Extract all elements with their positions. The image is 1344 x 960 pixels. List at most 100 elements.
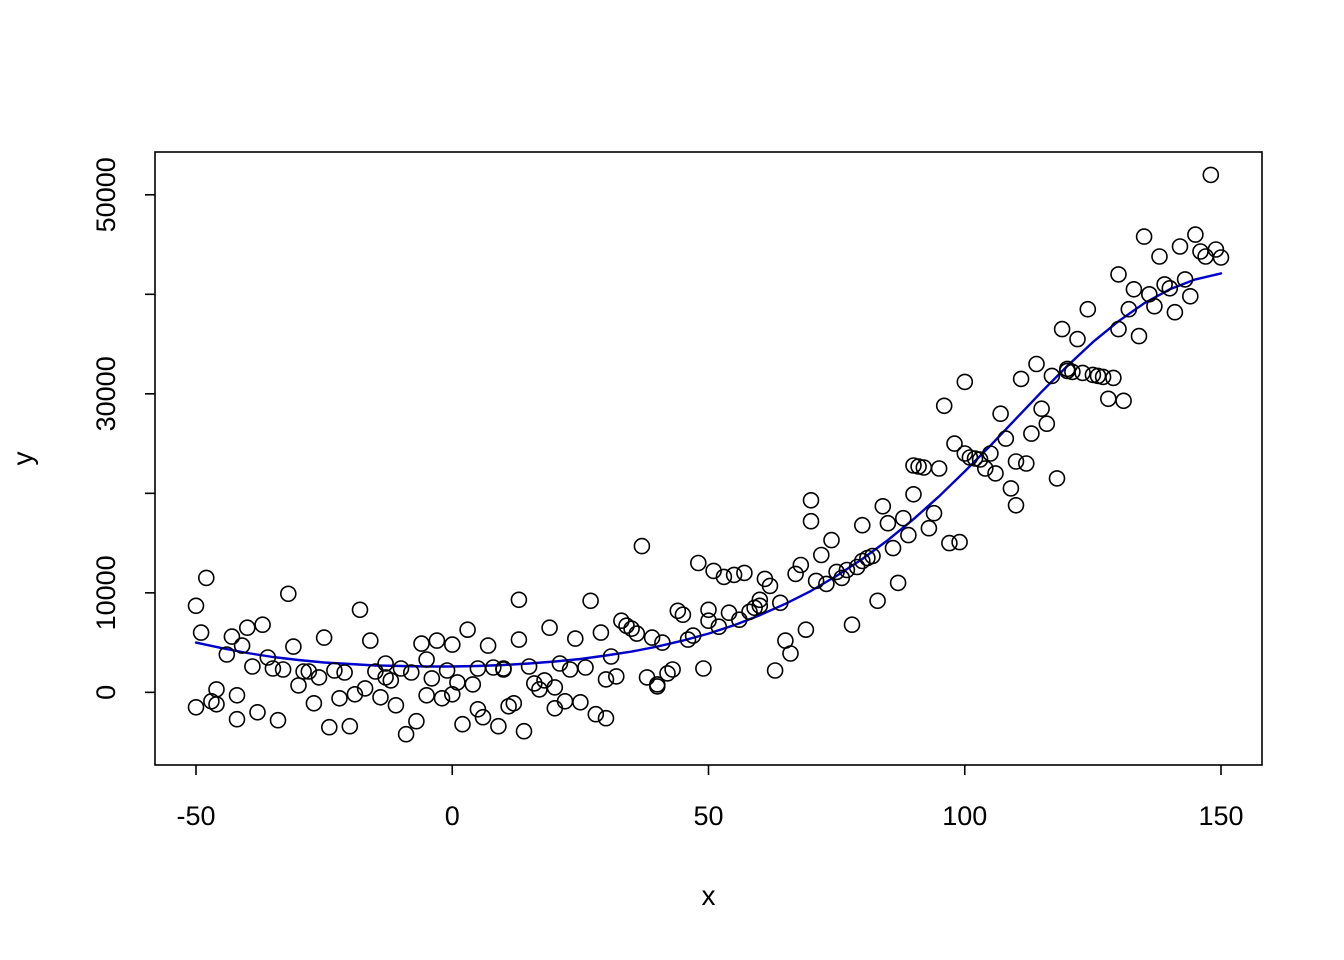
data-point: [341, 717, 359, 735]
data-point: [361, 632, 379, 649]
data-point: [587, 705, 605, 723]
y-axis-tick-label: 10000: [91, 555, 121, 630]
data-point: [720, 604, 738, 622]
data-point: [413, 635, 430, 652]
data-point: [935, 397, 953, 415]
data-point: [418, 686, 435, 704]
data-point: [1125, 280, 1143, 298]
data-point: [812, 546, 830, 564]
data-point: [874, 497, 892, 515]
data-point: [331, 689, 348, 707]
data-point: [807, 572, 825, 590]
data-point: [1110, 320, 1127, 338]
data-point: [930, 460, 948, 477]
data-point: [1120, 300, 1138, 318]
data-point: [1018, 455, 1035, 472]
data-point: [459, 621, 476, 639]
data-point: [582, 592, 599, 610]
data-point: [992, 405, 1009, 423]
data-point: [198, 569, 215, 587]
data-point: [320, 718, 338, 736]
data-point: [792, 556, 810, 574]
data-point: [643, 629, 661, 646]
data-point: [715, 568, 733, 586]
data-point: [1028, 355, 1045, 373]
data-point: [946, 435, 963, 452]
data-point: [346, 685, 364, 703]
data-point: [187, 698, 205, 716]
data-point: [1146, 297, 1163, 315]
data-point: [402, 664, 420, 681]
data-point: [577, 659, 594, 676]
data-point: [1007, 453, 1025, 470]
data-point: [326, 662, 343, 679]
y-axis-title: y: [7, 452, 38, 466]
data-point: [725, 566, 743, 584]
data-point: [623, 620, 640, 638]
data-point: [797, 621, 815, 639]
data-point: [525, 675, 543, 692]
data-point: [408, 712, 425, 730]
data-point: [884, 539, 902, 557]
data-point: [633, 537, 651, 555]
data-point: [976, 460, 994, 477]
data-point: [239, 619, 256, 637]
y-axis-tick-label: 50000: [91, 157, 121, 232]
data-point: [438, 662, 456, 679]
data-point: [572, 693, 589, 711]
data-point: [736, 564, 753, 582]
data-point: [443, 685, 461, 703]
data-point: [418, 651, 435, 668]
data-point: [474, 708, 492, 726]
data-point: [1105, 369, 1122, 387]
data-point: [889, 574, 907, 592]
data-point: [1012, 370, 1030, 388]
data-point: [853, 516, 871, 534]
data-point: [761, 577, 779, 595]
data-point: [1064, 363, 1081, 381]
data-point: [1053, 320, 1071, 338]
data-point: [823, 531, 840, 549]
data-point: [1115, 392, 1132, 410]
data-point: [956, 373, 974, 391]
data-point: [710, 618, 728, 636]
data-point: [392, 660, 410, 677]
data-point: [613, 612, 630, 630]
data-point: [428, 632, 446, 649]
x-axis-tick-label: 150: [1198, 801, 1243, 831]
data-point: [310, 669, 328, 686]
data-point: [244, 658, 261, 675]
data-point: [951, 533, 968, 551]
data-point: [869, 592, 886, 610]
data-point: [377, 655, 394, 672]
data-point: [1043, 367, 1061, 385]
data-point: [1161, 279, 1179, 297]
data-point: [1079, 300, 1097, 318]
data-point: [1110, 266, 1127, 283]
data-point: [751, 597, 769, 615]
data-point: [1048, 470, 1066, 487]
data-point: [254, 616, 271, 634]
data-point: [336, 664, 353, 681]
data-point: [454, 715, 471, 733]
data-point: [285, 638, 302, 655]
data-point: [1023, 425, 1040, 442]
data-point: [505, 694, 523, 712]
data-point: [305, 694, 323, 712]
data-point: [541, 619, 558, 637]
data-point: [818, 575, 835, 593]
data-point: [356, 680, 374, 697]
data-point: [1033, 400, 1050, 418]
data-point: [659, 665, 676, 682]
data-point: [566, 630, 584, 647]
data-point: [515, 722, 533, 740]
data-point: [274, 661, 292, 678]
data-point: [192, 624, 210, 641]
data-point: [372, 688, 389, 706]
data-point: [1094, 368, 1112, 386]
data-point: [705, 562, 722, 580]
data-point: [1182, 287, 1199, 305]
data-point: [597, 671, 615, 688]
